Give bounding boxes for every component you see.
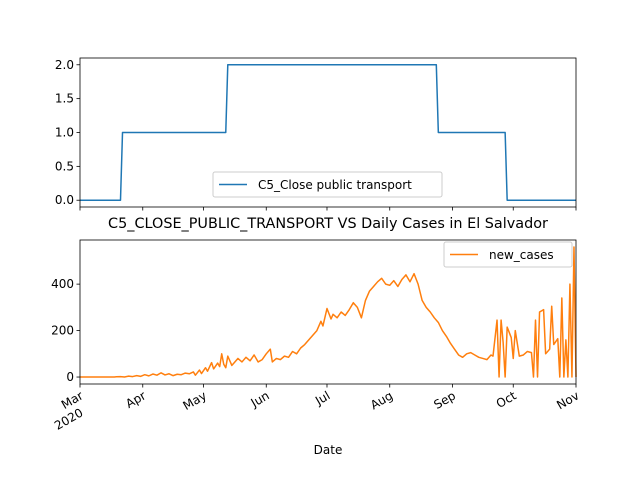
x-axis-label: Date: [314, 443, 343, 457]
y-tick-label: 2.0: [55, 58, 74, 72]
y-tick-label: 400: [51, 277, 74, 291]
y-tick-label: 0.0: [55, 193, 74, 207]
top-legend-box: [212, 171, 443, 198]
top-subplot: 0.0 0.5 1.0 1.5 2.0 C5_Close public transpor…: [55, 57, 577, 211]
y-tick-label: 0.5: [55, 159, 74, 173]
bottom-plot-area: [80, 246, 577, 378]
bottom-legend: new_cases: [443, 241, 573, 268]
bottom-legend-label: new_cases: [489, 248, 554, 262]
y-tick-label: 1.5: [55, 92, 74, 106]
chart-title: C5_CLOSE_PUBLIC_TRANSPORT VS Daily Cases…: [108, 216, 548, 232]
top-y-axis: 0.0 0.5 1.0 1.5 2.0: [55, 58, 80, 207]
bottom-axes-frame: [79, 239, 577, 385]
y-tick-label: 0: [66, 370, 74, 384]
top-plot-area: [80, 64, 576, 201]
x-tick-label: Jul: [312, 388, 332, 408]
top-x-axis: [79, 207, 577, 211]
top-legend-label: C5_Close public transport: [258, 178, 412, 192]
bottom-y-axis: 0 200 400: [51, 277, 80, 384]
bottom-legend-box: [443, 241, 573, 268]
y-tick-label: 1.0: [55, 126, 74, 140]
series-line-c5-close-public-transport: [80, 64, 576, 201]
y-tick-label: 200: [51, 324, 74, 338]
top-legend: C5_Close public transport: [212, 171, 443, 198]
series-line-new-cases: [80, 246, 577, 378]
